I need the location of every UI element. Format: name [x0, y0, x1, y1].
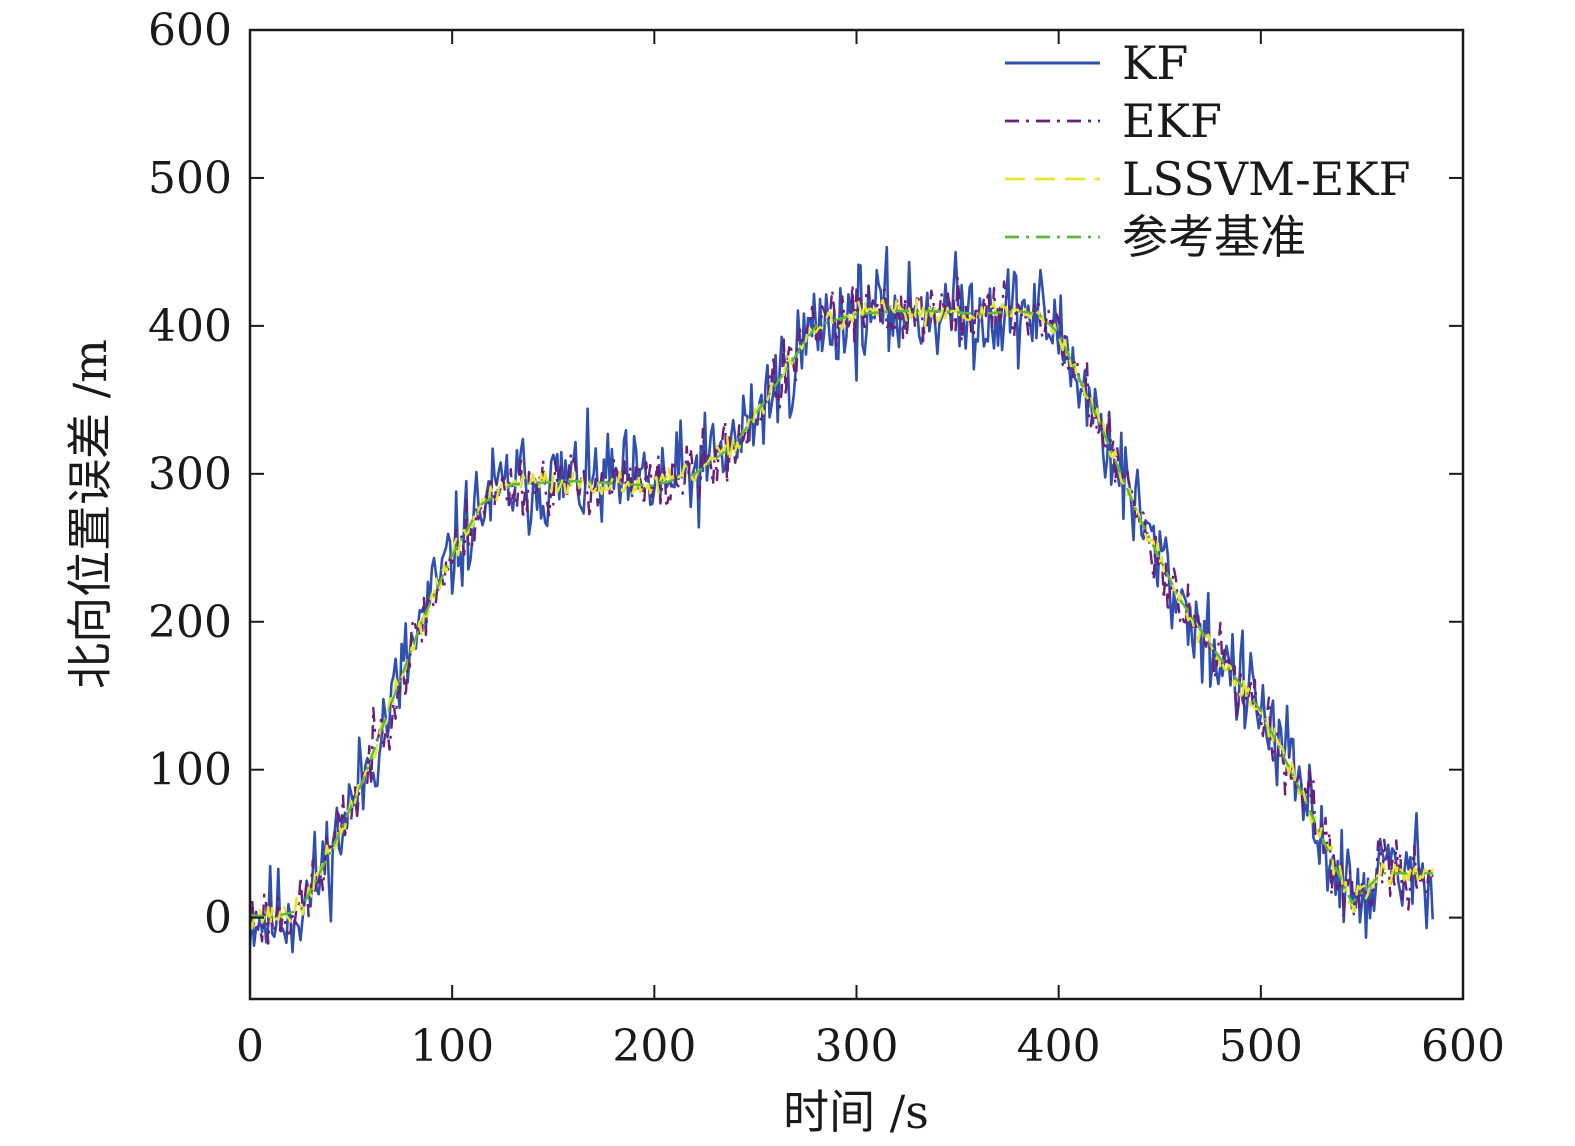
series-line-2 — [250, 295, 1434, 930]
series-line-3 — [250, 309, 1433, 919]
x-tick-label: 100 — [410, 1021, 494, 1072]
x-tick-label: 400 — [1017, 1021, 1101, 1072]
x-tick-label: 200 — [612, 1021, 696, 1072]
legend-label: EKF — [1122, 94, 1222, 148]
y-tick-label: 500 — [148, 153, 232, 204]
y-axis-label: 北向位置误差 /m — [63, 339, 117, 689]
y-tick-label: 400 — [148, 301, 232, 352]
y-tick-label: 200 — [148, 597, 232, 648]
series-layer — [250, 245, 1434, 954]
legend-label: 参考基准 — [1122, 210, 1306, 264]
legend-label: KF — [1122, 36, 1188, 90]
x-tick-label: 600 — [1421, 1021, 1505, 1072]
y-tick-label: 300 — [148, 449, 232, 500]
y-tick-label: 100 — [148, 745, 232, 796]
legend-label: LSSVM-EKF — [1122, 152, 1411, 206]
x-tick-label: 0 — [236, 1021, 264, 1072]
x-tick-label: 300 — [815, 1021, 899, 1072]
plot-area — [250, 30, 1463, 999]
ticks-layer: 0 100 200 300 400 500 600 0 100 200 300 400 500 600 — [148, 5, 1505, 1072]
y-tick-label: 600 — [148, 5, 232, 56]
series-line-1 — [250, 276, 1434, 945]
x-axis-label: 时间 /s — [783, 1085, 929, 1139]
y-tick-label: 0 — [204, 893, 232, 944]
x-tick-label: 500 — [1219, 1021, 1303, 1072]
